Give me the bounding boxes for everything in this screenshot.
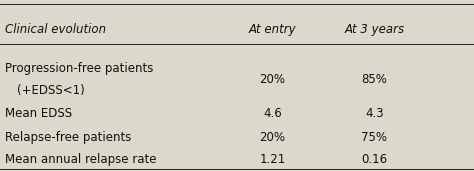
Text: 4.3: 4.3 <box>365 107 384 120</box>
Text: 85%: 85% <box>362 73 387 86</box>
Text: 20%: 20% <box>260 73 285 86</box>
Text: 75%: 75% <box>362 131 387 144</box>
Text: At 3 years: At 3 years <box>345 23 404 36</box>
Text: Clinical evolution: Clinical evolution <box>5 23 106 36</box>
Text: Progression-free patients: Progression-free patients <box>5 62 153 75</box>
Text: Mean annual relapse rate: Mean annual relapse rate <box>5 153 156 166</box>
Text: 1.21: 1.21 <box>259 153 286 166</box>
Text: Mean EDSS: Mean EDSS <box>5 107 72 120</box>
Text: (+EDSS<1): (+EDSS<1) <box>17 84 84 97</box>
Text: 4.6: 4.6 <box>263 107 282 120</box>
Text: 0.16: 0.16 <box>361 153 388 166</box>
Text: 20%: 20% <box>260 131 285 144</box>
Text: At entry: At entry <box>249 23 296 36</box>
Text: Relapse-free patients: Relapse-free patients <box>5 131 131 144</box>
